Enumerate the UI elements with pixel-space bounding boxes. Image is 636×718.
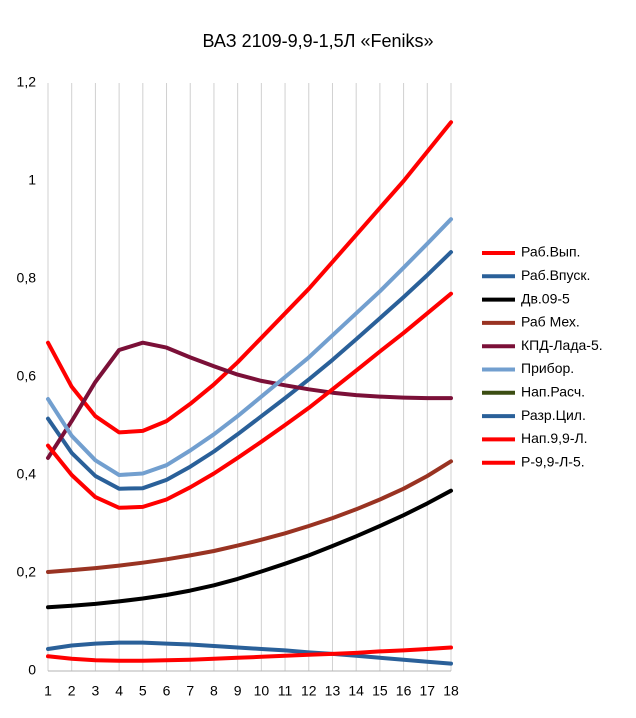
x-tick-label: 14: [348, 683, 364, 699]
x-tick-label: 2: [68, 683, 76, 699]
legend-label: Раб Мех.: [521, 314, 580, 330]
series-line: [46, 120, 453, 435]
y-tick-label: 0,8: [17, 270, 37, 286]
x-tick-label: 13: [325, 683, 341, 699]
series-line: [46, 640, 453, 666]
series-line: [46, 488, 453, 610]
legend-label: Р-9,9-Л-5.: [521, 453, 585, 469]
legend-label: Раб.Вып.: [521, 244, 580, 260]
legend-label: Раб.Впуск.: [521, 267, 590, 283]
series-line: [46, 645, 453, 663]
series-line: [46, 217, 453, 477]
x-tick-label: 16: [396, 683, 412, 699]
legend-label: Нап.Расч.: [521, 384, 585, 400]
legend-label: Нап.9,9-Л.: [521, 430, 588, 446]
y-tick-label: 0,6: [17, 368, 37, 384]
x-tick-label: 18: [443, 683, 459, 699]
x-tick-label: 6: [163, 683, 171, 699]
series-line: [46, 291, 453, 510]
legend-label: Разр.Цил.: [521, 407, 586, 423]
x-tick-label: 3: [92, 683, 100, 699]
y-tick-label: 0: [28, 662, 36, 678]
series-line: [46, 340, 453, 460]
legend-label: Прибор.: [521, 360, 574, 376]
series-line: [46, 250, 453, 491]
x-tick-label: 11: [278, 683, 293, 699]
x-tick-label: 15: [372, 683, 388, 699]
x-tick-label: 5: [139, 683, 147, 699]
x-tick-label: 12: [301, 683, 317, 699]
y-tick-label: 1: [28, 172, 36, 188]
chart-title: ВАЗ 2109-9,9-1,5Л «Feniks»: [202, 31, 433, 51]
legend-label: Дв.09-5: [521, 290, 570, 306]
x-tick-label: 8: [210, 683, 218, 699]
x-tick-label: 1: [44, 683, 52, 699]
y-tick-label: 0,4: [17, 466, 37, 482]
x-tick-label: 7: [186, 683, 194, 699]
x-tick-label: 17: [420, 683, 436, 699]
series-line: [46, 459, 453, 574]
legend-label: КПД-Лада-5.: [521, 337, 603, 353]
y-tick-label: 1,2: [17, 74, 37, 90]
x-tick-label: 10: [254, 683, 270, 699]
y-tick-label: 0,2: [17, 564, 37, 580]
x-tick-label: 9: [234, 683, 242, 699]
x-tick-label: 4: [115, 683, 123, 699]
